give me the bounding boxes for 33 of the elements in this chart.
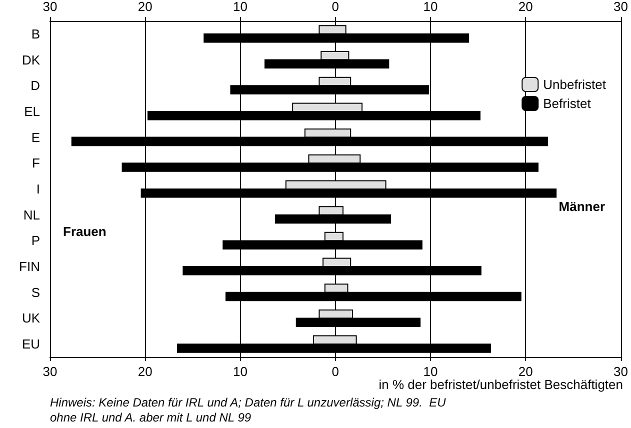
x2-tick-label: 30 (42, 0, 58, 14)
x2-tick-label: 20 (138, 0, 152, 14)
y-tick-label: DK (22, 52, 40, 68)
x2-tick-label: 10 (233, 0, 248, 14)
x-tick-label: 20 (138, 364, 152, 379)
y-tick-label: FIN (19, 259, 40, 274)
x-tick-label: 10 (233, 364, 248, 379)
legend-label: Unbefristet (543, 77, 606, 92)
x-tick-label: 30 (614, 364, 628, 379)
y-tick-label: I (36, 182, 40, 196)
x-tick-label: 20 (518, 364, 533, 379)
x2-tick-label: 10 (423, 0, 438, 14)
x2-tick-label: 20 (518, 0, 533, 14)
y-tick-label: P (31, 233, 40, 248)
y-tick-label: S (31, 284, 40, 300)
y-tick-label: NL (23, 207, 40, 222)
x2-tick-label: 30 (614, 0, 628, 14)
legend-label: Befristet (543, 96, 592, 111)
y-tick-label: EL (24, 104, 40, 119)
text: Hinweis: Keine Daten für IRL und A; Daten für L unzuverlässig; NL 99. EU ohne IRL und A. aber mit L und NL 99 (50, 396, 446, 424)
x-tick-label: 0 (332, 364, 339, 379)
y-tick-label: D (30, 78, 40, 94)
y-tick-label: UK (22, 310, 40, 326)
x-tick-label: 30 (42, 364, 58, 379)
annotation: Männer (558, 199, 606, 214)
y-tick-label: F (32, 156, 40, 171)
y-tick-label: B (31, 26, 40, 42)
x-axis-title: in % der befristet/unbefristet Beschäftigten (378, 377, 624, 392)
annotation: Frauen (63, 224, 106, 239)
x-tick-label: 10 (423, 364, 438, 379)
y-tick-label: EU (22, 336, 40, 352)
x2-tick-label: 0 (332, 0, 339, 14)
y-tick-label: E (31, 130, 40, 145)
